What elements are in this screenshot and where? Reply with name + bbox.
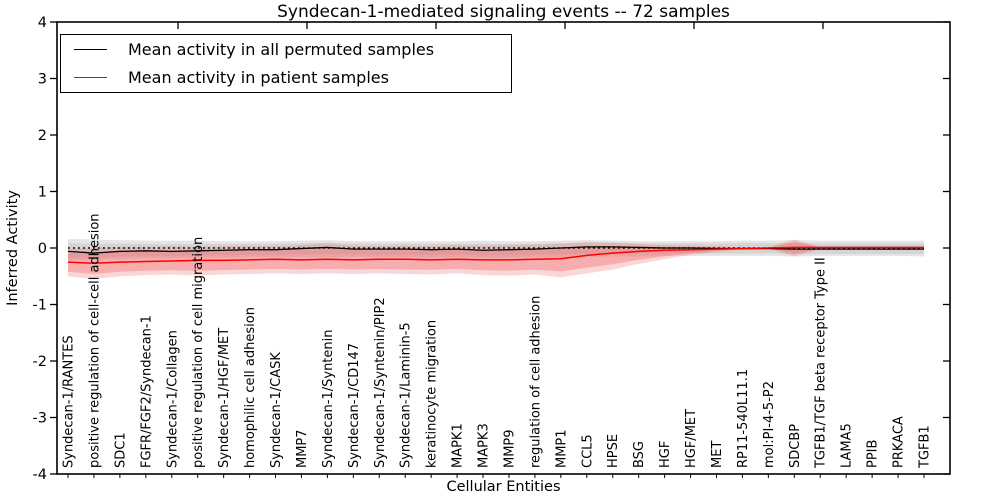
x-axis-label: Cellular Entities <box>446 479 561 495</box>
x-category-label: Syndecan-1/Collagen <box>165 330 180 468</box>
x-category-label: Syndecan-1/Laminin-5 <box>399 322 414 468</box>
y-tick-label: 2 <box>38 128 47 144</box>
x-category-label: CCL5 <box>580 434 595 468</box>
y-tick-label: 1 <box>38 185 47 201</box>
x-category-label: MMP1 <box>554 429 569 468</box>
x-category-label: Syndecan-1/CD147 <box>347 343 362 468</box>
permuted-mean-line <box>67 246 924 254</box>
x-category-label: HPSE <box>606 434 621 468</box>
x-category-label: TGFB1/TGF beta receptor Type II <box>814 257 829 469</box>
x-category-label: HGF <box>658 441 673 468</box>
y-tick-label: -2 <box>33 354 47 370</box>
x-category-label: Syndecan-1/RANTES <box>62 335 77 468</box>
legend-line-sample-black <box>74 48 107 50</box>
x-category-label: homophilic cell adhesion <box>243 307 258 468</box>
x-category-label: FGFR/FGF2/Syndecan-1 <box>139 315 154 468</box>
legend-entry-patient: Mean activity in patient samples <box>61 64 511 93</box>
legend-line-sample-red <box>74 77 107 79</box>
y-tick-label: -4 <box>33 467 47 483</box>
x-category-label: positive regulation of cell migration <box>191 237 206 468</box>
x-category-label: HGF/MET <box>684 409 699 468</box>
x-category-label: regulation of cell adhesion <box>528 296 543 468</box>
x-category-label: PPIB <box>866 440 881 468</box>
chart-title: Syndecan-1-mediated signaling events -- … <box>277 2 730 22</box>
x-category-label: mol:PI-4-5-P2 <box>762 381 777 468</box>
x-category-label: BSG <box>632 441 647 468</box>
legend: Mean activity in all permuted samples Me… <box>60 34 512 93</box>
x-category-label: SDCBP <box>788 424 803 468</box>
y-tick-label: 4 <box>38 15 47 31</box>
y-axis-label: Inferred Activity <box>5 190 21 306</box>
x-category-label: MET <box>710 441 725 468</box>
x-category-label: PRKACA <box>892 416 907 468</box>
y-tick-label: 3 <box>38 72 47 88</box>
x-category-label: MMP7 <box>295 429 310 468</box>
legend-label: Mean activity in patient samples <box>128 68 389 88</box>
y-tick-label: -3 <box>33 411 47 427</box>
patient-mean-line <box>67 246 924 265</box>
x-category-label: Syndecan-1/HGF/MET <box>217 328 232 468</box>
legend-label: Mean activity in all permuted samples <box>128 39 435 59</box>
x-category-label: positive regulation of cell-cell adhesio… <box>87 213 102 468</box>
x-category-label: SDC1 <box>113 432 128 468</box>
x-category-label: RP11-540L11.1 <box>736 369 751 468</box>
x-category-label: MAPK1 <box>451 423 466 468</box>
patient-band-inner <box>68 242 924 275</box>
x-category-label: TGFB1 <box>918 425 933 469</box>
legend-entry-permuted: Mean activity in all permuted samples <box>61 35 511 64</box>
x-category-label: Syndecan-1/CASK <box>269 352 284 468</box>
x-category-label: MMP9 <box>502 429 517 468</box>
x-category-label: Syndecan-1/Syntenin/PIP2 <box>373 297 388 468</box>
x-category-label: LAMA5 <box>840 423 855 468</box>
y-tick-label: 0 <box>38 241 47 257</box>
x-category-label: MAPK3 <box>477 423 492 468</box>
x-category-label: Syndecan-1/Syntenin <box>321 330 336 469</box>
x-category-label: keratinocyte migration <box>425 320 440 468</box>
y-tick-label: -1 <box>33 298 47 314</box>
